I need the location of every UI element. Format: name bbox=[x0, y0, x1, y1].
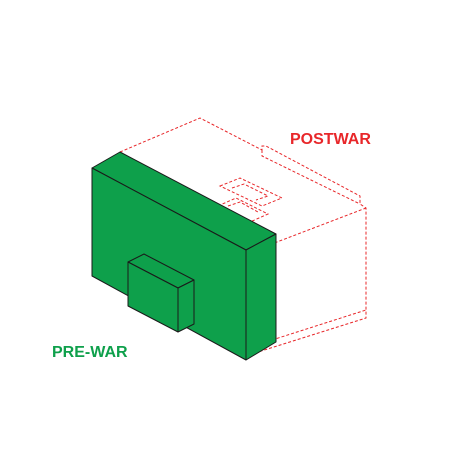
prewar-label: PRE-WAR bbox=[52, 344, 128, 361]
prewar-building-mass bbox=[91, 151, 277, 361]
postwar-rooftop-box-lower-inner bbox=[227, 201, 259, 213]
postwar-rooftop-box-upper-inner bbox=[231, 183, 270, 201]
prewar-entrance-side bbox=[177, 279, 195, 333]
postwar-rooftop-box-upper bbox=[218, 177, 284, 207]
postwar-ground-line bbox=[271, 309, 367, 341]
postwar-label: POSTWAR bbox=[290, 131, 371, 148]
postwar-roof-step bbox=[261, 150, 361, 205]
prewar-side-face bbox=[245, 233, 277, 361]
